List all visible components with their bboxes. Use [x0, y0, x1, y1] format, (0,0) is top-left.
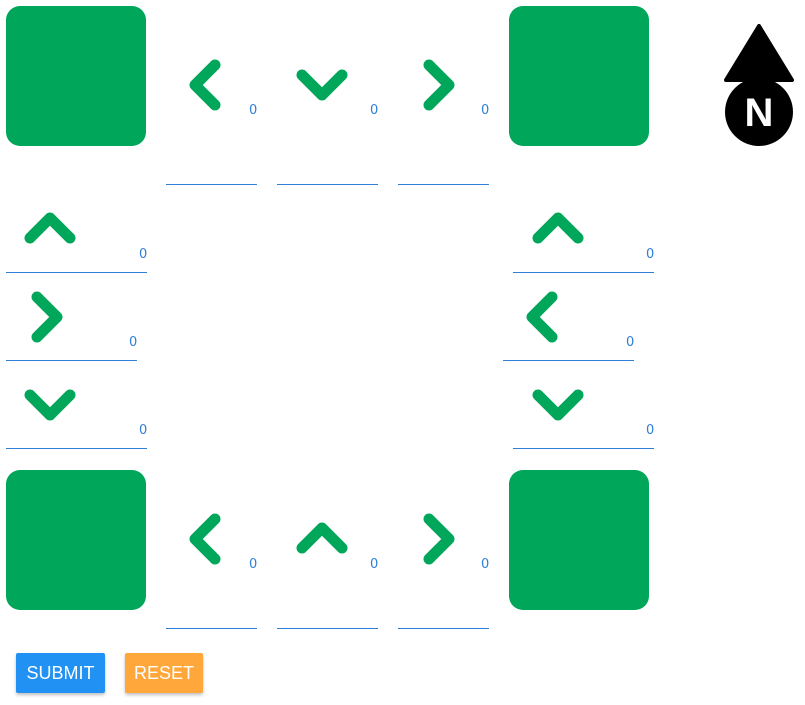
lane-underline [6, 272, 147, 273]
lane-underline [503, 360, 634, 361]
chevron-up-icon[interactable] [294, 511, 350, 567]
lane-underline [513, 448, 654, 449]
lane-count: 0 [249, 103, 258, 118]
block-top-left [6, 6, 146, 146]
block-bottom-left [6, 470, 146, 610]
chevron-right-icon[interactable] [410, 511, 466, 567]
lane-underline [166, 628, 257, 629]
submit-button[interactable]: SUBMIT [16, 653, 105, 693]
lane-count: 0 [646, 247, 655, 262]
lane-count: 0 [646, 423, 655, 438]
block-bottom-right [509, 470, 649, 610]
lane-underline [513, 272, 654, 273]
lane-count: 0 [139, 247, 148, 262]
lane-count: 0 [139, 423, 148, 438]
lane-underline [6, 360, 137, 361]
lane-count: 0 [370, 103, 379, 118]
reset-button[interactable]: RESET [125, 653, 203, 693]
chevron-left-icon[interactable] [515, 289, 571, 345]
north-arrow-icon: N [724, 24, 794, 148]
lane-underline [6, 448, 147, 449]
lane-underline [277, 184, 378, 185]
compass-letter: N [745, 91, 774, 135]
lane-underline [166, 184, 257, 185]
chevron-down-icon[interactable] [22, 376, 78, 432]
block-top-right [509, 6, 649, 146]
lane-underline [277, 628, 378, 629]
lane-count: 0 [370, 557, 379, 572]
lane-count: 0 [626, 335, 635, 350]
lane-underline [398, 628, 489, 629]
lane-count: 0 [129, 335, 138, 350]
lane-count: 0 [481, 557, 490, 572]
chevron-right-icon[interactable] [18, 289, 74, 345]
chevron-up-icon[interactable] [22, 201, 78, 257]
lane-count: 0 [481, 103, 490, 118]
lane-count: 0 [249, 557, 258, 572]
chevron-up-icon[interactable] [530, 201, 586, 257]
lane-underline [398, 184, 489, 185]
chevron-down-icon[interactable] [530, 376, 586, 432]
chevron-down-icon[interactable] [294, 56, 350, 112]
chevron-right-icon[interactable] [410, 57, 466, 113]
chevron-left-icon[interactable] [178, 511, 234, 567]
chevron-left-icon[interactable] [178, 57, 234, 113]
